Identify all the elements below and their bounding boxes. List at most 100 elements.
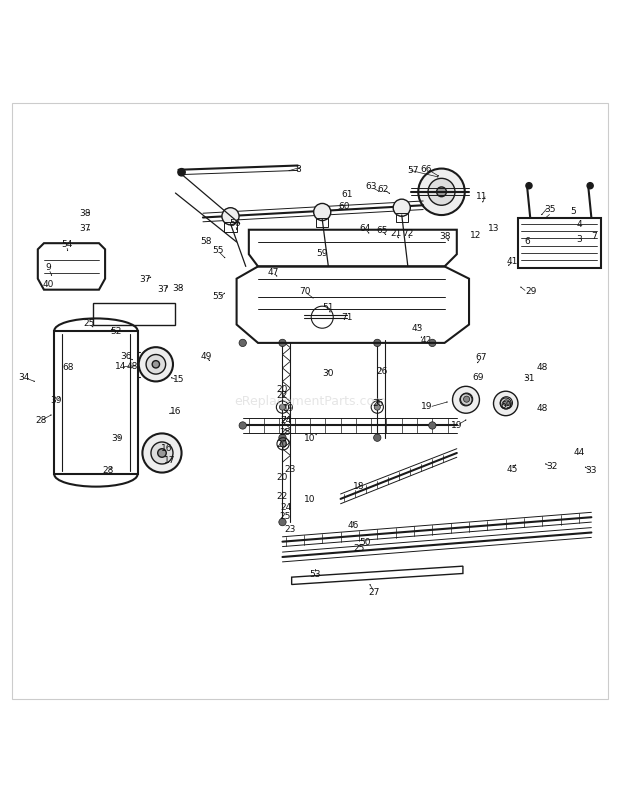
Circle shape <box>374 434 381 442</box>
Text: 14: 14 <box>115 361 126 370</box>
Text: 23: 23 <box>285 524 296 533</box>
Circle shape <box>222 209 239 226</box>
Circle shape <box>503 400 510 406</box>
Text: 44: 44 <box>574 447 585 456</box>
Text: 56: 56 <box>229 218 241 227</box>
Text: 28: 28 <box>35 415 46 424</box>
Text: 69: 69 <box>500 401 511 410</box>
Circle shape <box>494 392 518 416</box>
Text: 4: 4 <box>577 220 582 229</box>
Text: 53: 53 <box>309 569 321 578</box>
Text: 18: 18 <box>353 481 365 491</box>
Text: 11: 11 <box>476 192 487 201</box>
Text: 12: 12 <box>469 230 481 240</box>
Text: 24: 24 <box>280 415 291 424</box>
Text: 20: 20 <box>277 385 288 393</box>
Text: 38: 38 <box>79 209 91 218</box>
Text: 45: 45 <box>506 464 518 473</box>
Circle shape <box>146 355 166 375</box>
Text: 7: 7 <box>591 232 597 241</box>
Text: 30: 30 <box>322 369 334 378</box>
Text: 5: 5 <box>570 206 576 215</box>
Text: 54: 54 <box>61 239 73 248</box>
Text: 16: 16 <box>170 407 181 416</box>
Text: 64: 64 <box>360 223 371 233</box>
Circle shape <box>374 340 381 347</box>
Text: 48: 48 <box>537 403 548 412</box>
Text: 34: 34 <box>18 373 29 381</box>
Text: 21: 21 <box>390 229 401 238</box>
Text: 60: 60 <box>338 202 350 210</box>
Text: 9: 9 <box>45 263 51 271</box>
Text: 37: 37 <box>79 223 91 233</box>
Text: 24: 24 <box>280 502 291 511</box>
Text: 8: 8 <box>295 165 301 174</box>
Text: 6: 6 <box>525 237 530 246</box>
Text: 32: 32 <box>546 462 557 471</box>
Circle shape <box>279 519 286 526</box>
Text: 69: 69 <box>472 373 484 381</box>
Text: 38: 38 <box>173 284 184 293</box>
Text: 59: 59 <box>316 249 328 258</box>
Text: 40: 40 <box>43 279 54 289</box>
Text: 48: 48 <box>537 363 548 372</box>
Circle shape <box>453 387 479 414</box>
Circle shape <box>279 340 286 347</box>
Text: 63: 63 <box>365 182 377 191</box>
Text: 17: 17 <box>164 455 175 465</box>
Text: 52: 52 <box>110 326 121 335</box>
Circle shape <box>428 340 436 347</box>
Text: 26: 26 <box>376 366 388 376</box>
Circle shape <box>393 200 410 217</box>
Text: 37: 37 <box>157 284 169 294</box>
Text: 35: 35 <box>544 206 556 214</box>
Text: 26: 26 <box>373 398 384 407</box>
Text: 10: 10 <box>304 434 316 442</box>
Text: 20: 20 <box>277 473 288 482</box>
Text: 27: 27 <box>368 588 380 597</box>
Text: 42: 42 <box>420 336 432 345</box>
Text: 25: 25 <box>83 319 94 328</box>
Text: 10: 10 <box>304 495 316 503</box>
Text: 25: 25 <box>280 427 291 437</box>
Circle shape <box>143 434 182 473</box>
Text: 43: 43 <box>411 324 423 332</box>
Text: 28: 28 <box>102 466 114 475</box>
Text: 16: 16 <box>161 443 172 452</box>
Text: 39: 39 <box>50 396 62 405</box>
Text: 20: 20 <box>277 440 288 449</box>
Text: 57: 57 <box>407 166 419 175</box>
Text: 25: 25 <box>280 512 291 521</box>
Text: 19: 19 <box>420 402 432 411</box>
Text: 19: 19 <box>283 403 294 412</box>
Circle shape <box>436 188 446 198</box>
Circle shape <box>464 397 469 403</box>
Text: 22: 22 <box>277 391 288 400</box>
Text: 67: 67 <box>476 353 487 362</box>
Bar <box>396 214 408 223</box>
Bar <box>316 218 329 228</box>
Text: 36: 36 <box>121 352 132 361</box>
Circle shape <box>239 340 246 347</box>
Text: eReplacementParts.com: eReplacementParts.com <box>234 395 386 408</box>
Text: 55: 55 <box>213 246 224 255</box>
Text: 66: 66 <box>420 165 432 174</box>
Text: 48: 48 <box>127 361 138 370</box>
Circle shape <box>526 183 532 190</box>
Text: 25: 25 <box>353 544 365 552</box>
Text: 15: 15 <box>173 375 184 384</box>
Text: 58: 58 <box>200 237 212 246</box>
Text: 29: 29 <box>526 287 537 296</box>
Text: 50: 50 <box>360 537 371 547</box>
Text: 41: 41 <box>506 256 518 266</box>
Circle shape <box>239 422 246 430</box>
Circle shape <box>500 398 512 410</box>
Circle shape <box>139 348 173 382</box>
Text: 47: 47 <box>268 267 279 276</box>
Circle shape <box>152 361 159 369</box>
Text: 22: 22 <box>277 491 288 500</box>
Text: 70: 70 <box>299 287 311 296</box>
Circle shape <box>418 169 465 216</box>
Text: 19: 19 <box>451 420 463 430</box>
Circle shape <box>279 434 286 442</box>
